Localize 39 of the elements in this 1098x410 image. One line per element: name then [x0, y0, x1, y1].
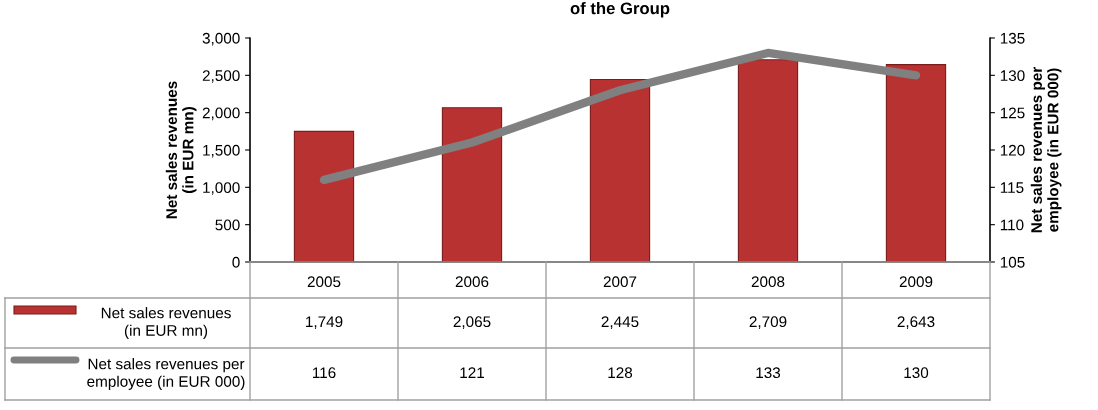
bar	[293, 130, 355, 262]
x-tick-label: 2007	[603, 276, 637, 288]
y2-tick-label: 110	[1000, 219, 1024, 231]
data-label: 133	[756, 367, 781, 379]
data-label: 2,445	[601, 316, 639, 329]
y2-tick-label: 130	[1000, 70, 1025, 82]
y-tick-label: 2,500	[202, 70, 240, 83]
data-label: 128	[608, 367, 633, 379]
y2-axis-title: Net sales revenues per employee (in EUR 000)	[1030, 67, 1062, 233]
y-tick-label: 0	[232, 256, 240, 268]
x-tick-label: 2006	[455, 276, 489, 288]
y2-tick-label: 120	[1000, 144, 1025, 156]
y2-tick-label: 135	[1000, 32, 1025, 44]
y-tick-label: 1,500	[203, 144, 240, 158]
data-label: 2,643	[897, 316, 935, 329]
legend-label: Net sales revenues per employee (in EUR 000)	[87, 358, 245, 390]
y2-tick-label: 105	[1000, 256, 1025, 268]
data-label: 2,709	[749, 316, 787, 329]
bar	[737, 59, 799, 262]
legend-label: Net sales revenues (in EUR mn)	[101, 307, 231, 339]
y-tick-label: 3,000	[202, 32, 240, 46]
x-tick-label: 2005	[307, 276, 341, 288]
data-label: 121	[460, 367, 484, 378]
bar	[589, 78, 651, 262]
y2-tick-label: 125	[1000, 107, 1025, 119]
bar	[885, 64, 947, 262]
x-tick-label: 2009	[899, 276, 933, 288]
y-tick-label: 2,000	[202, 107, 240, 121]
bar	[441, 107, 503, 262]
x-tick-label: 2008	[751, 276, 785, 288]
data-label: 116	[312, 367, 336, 379]
data-label: 1,749	[306, 316, 343, 329]
y-axis-title: Net sales revenues (in EUR mn)	[165, 81, 197, 219]
y-tick-label: 1,000	[203, 182, 240, 195]
data-label: 130	[904, 367, 929, 379]
data-label: 2,065	[453, 316, 491, 329]
chart-title: of the Group	[570, 2, 670, 18]
y2-tick-label: 115	[1000, 182, 1024, 194]
y-tick-label: 500	[215, 219, 240, 231]
